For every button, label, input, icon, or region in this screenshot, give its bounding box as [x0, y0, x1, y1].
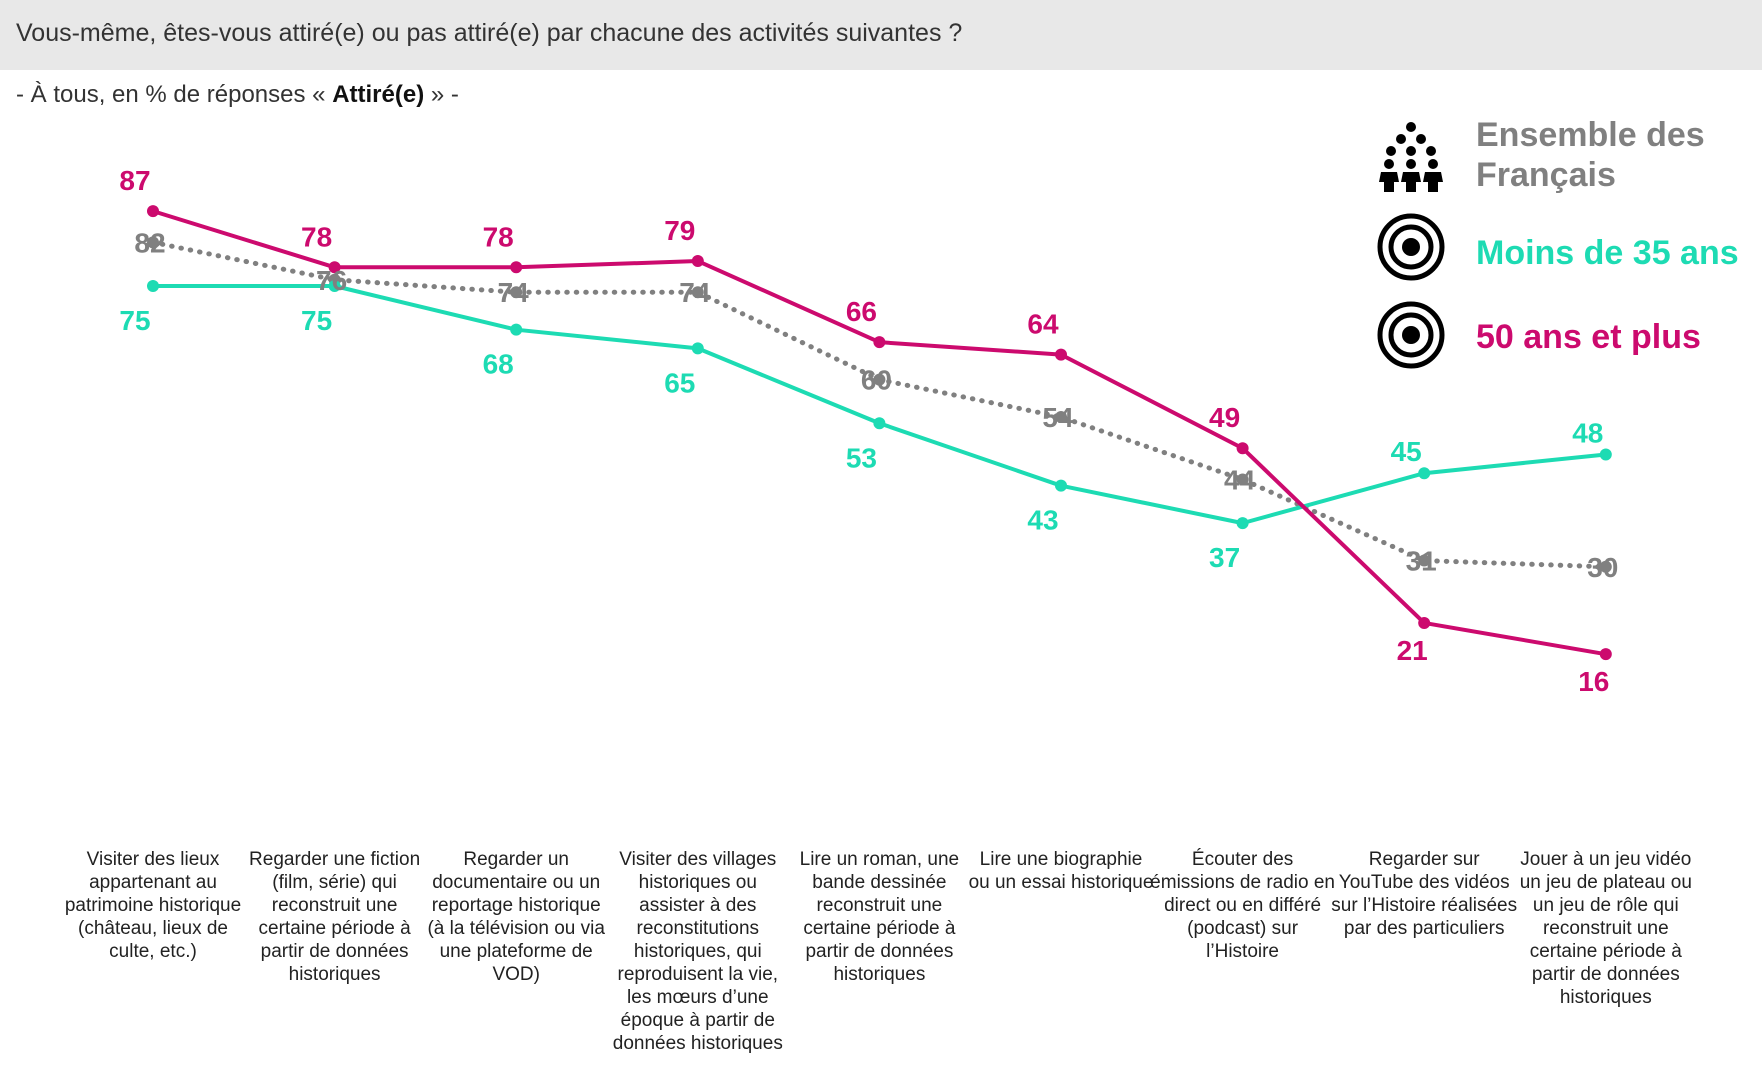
page-subtitle: - À tous, en % de réponses « Attiré(e) »…: [16, 81, 459, 109]
people-group-icon: [1379, 122, 1443, 192]
data-point-50-ans-et-plus: [873, 336, 886, 349]
data-point-50-ans-et-plus: [1599, 648, 1612, 661]
category-label: Écouter des émissions de radio en direct…: [1150, 849, 1335, 962]
data-point-moins-de-35-ans: [328, 280, 341, 292]
data-label-ensemble-des-fran-ais: 31: [1406, 546, 1437, 577]
data-point-moins-de-35-ans: [1055, 479, 1067, 492]
category-label: Regarder un documentaire ou un reportage…: [427, 849, 605, 985]
data-point-moins-de-35-ans: [691, 342, 704, 355]
category-label: Visiter des villages historiques ou assi…: [612, 849, 783, 1054]
page-title: Vous-même, êtes-vous attiré(e) ou pas at…: [16, 19, 963, 47]
category-label: Regarder une fiction (film, série) qui r…: [249, 849, 421, 985]
data-label-ensemble-des-fran-ais: 74: [498, 277, 530, 308]
data-point-ensemble-des-fran-ais: [510, 286, 523, 299]
data-label-50-ans-et-plus: 64: [1027, 309, 1059, 340]
category-label: Jouer à un jeu vidéo un jeu de plateau o…: [1519, 849, 1692, 1008]
series-line-ensemble-des-fran-ais: [150, 239, 1609, 570]
legend-label-ensemble: Ensemble des Français: [1476, 115, 1705, 195]
data-label-50-ans-et-plus: 49: [1209, 402, 1240, 433]
data-label-moins-de-35-ans: 43: [1027, 505, 1058, 536]
data-label-ensemble-des-fran-ais: 44: [1224, 464, 1256, 495]
data-label-50-ans-et-plus: 87: [119, 165, 150, 196]
data-label-moins-de-35-ans: 37: [1209, 542, 1240, 573]
data-label-ensemble-des-fran-ais: 82: [134, 227, 165, 258]
data-label-50-ans-et-plus: 78: [483, 221, 514, 252]
target-icon: [1377, 301, 1445, 369]
legend-label-ensemble-line2: Français: [1476, 156, 1616, 194]
subtitle-prefix: - À tous, en % de réponses «: [16, 81, 333, 108]
data-label-50-ans-et-plus: 78: [301, 221, 332, 252]
data-point-50-ans-et-plus: [328, 261, 341, 274]
data-label-50-ans-et-plus: 21: [1397, 635, 1428, 666]
category-label: Visiter des lieux appartenant au patrimo…: [64, 849, 242, 962]
legend-label-ensemble-line1: Ensemble des: [1476, 116, 1705, 154]
data-label-moins-de-35-ans: 53: [846, 442, 877, 473]
data-point-50-ans-et-plus: [1055, 348, 1067, 361]
category-label: Regarder sur YouTube des vidéos sur l’Hi…: [1331, 849, 1518, 939]
data-label-moins-de-35-ans: 75: [301, 305, 332, 336]
data-label-moins-de-35-ans: 75: [119, 305, 150, 336]
data-label-moins-de-35-ans: 45: [1391, 436, 1422, 467]
data-label-ensemble-des-fran-ais: 54: [1042, 402, 1074, 433]
data-point-ensemble-des-fran-ais: [1599, 560, 1612, 573]
data-label-moins-de-35-ans: 48: [1572, 417, 1603, 448]
data-point-50-ans-et-plus: [1418, 616, 1431, 629]
data-point-moins-de-35-ans: [1599, 448, 1612, 461]
data-label-ensemble-des-fran-ais: 30: [1587, 552, 1618, 583]
data-point-moins-de-35-ans: [147, 280, 159, 292]
subtitle-bold: Attiré(e): [332, 81, 425, 108]
data-label-50-ans-et-plus: 79: [664, 215, 695, 246]
category-label: Lire un roman, une bande dessinée recons…: [799, 849, 960, 985]
data-label-50-ans-et-plus: 16: [1578, 666, 1609, 697]
data-label-ensemble-des-fran-ais: 74: [679, 277, 711, 308]
data-point-ensemble-des-fran-ais: [147, 236, 159, 249]
data-label-moins-de-35-ans: 68: [483, 349, 514, 380]
data-point-moins-de-35-ans: [1236, 517, 1249, 530]
data-point-moins-de-35-ans: [1418, 467, 1431, 480]
data-point-ensemble-des-fran-ais: [873, 373, 886, 386]
data-point-50-ans-et-plus: [510, 261, 523, 274]
category-label: Lire une biographie ou un essai historiq…: [968, 849, 1154, 893]
legend-label-moins-35: Moins de 35 ans: [1476, 234, 1739, 272]
subtitle-suffix: » -: [424, 81, 459, 108]
title-bar: Vous-même, êtes-vous attiré(e) ou pas at…: [0, 0, 1762, 70]
data-point-moins-de-35-ans: [510, 323, 523, 336]
data-point-50-ans-et-plus: [1236, 442, 1249, 455]
target-icon: [1377, 213, 1445, 281]
data-point-50-ans-et-plus: [691, 255, 704, 268]
data-point-ensemble-des-fran-ais: [1236, 473, 1249, 486]
legend-label-50-plus: 50 ans et plus: [1476, 318, 1701, 356]
data-label-50-ans-et-plus: 66: [846, 296, 877, 327]
data-label-ensemble-des-fran-ais: 60: [861, 365, 892, 396]
data-point-ensemble-des-fran-ais: [1055, 411, 1067, 424]
data-label-ensemble-des-fran-ais: 76: [316, 265, 347, 296]
data-point-ensemble-des-fran-ais: [1418, 554, 1431, 567]
data-point-moins-de-35-ans: [873, 417, 886, 430]
data-point-ensemble-des-fran-ais: [691, 286, 704, 299]
data-label-moins-de-35-ans: 65: [664, 367, 695, 398]
data-point-50-ans-et-plus: [147, 205, 159, 218]
